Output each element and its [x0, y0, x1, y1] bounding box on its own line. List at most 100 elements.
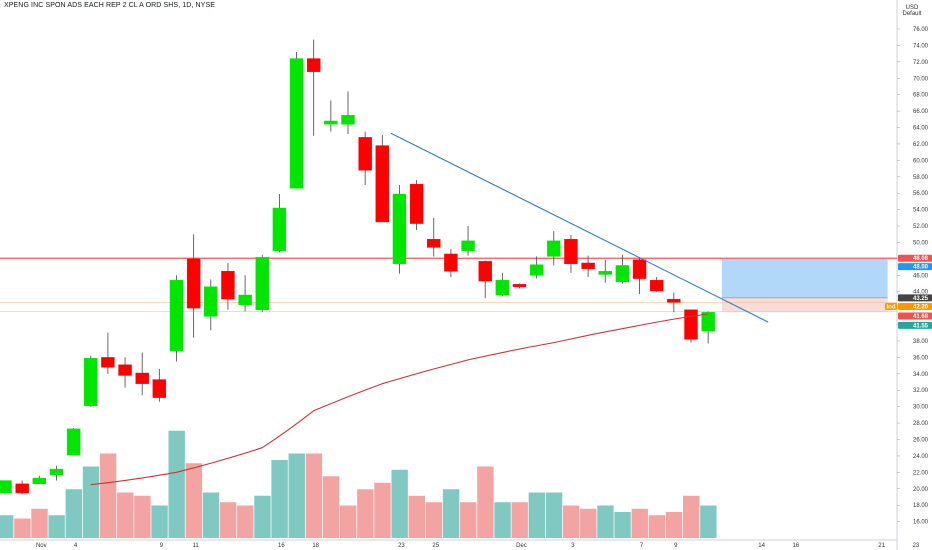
volume-bar [442, 489, 460, 538]
candle-body [495, 280, 510, 296]
price-tick-label: 56.00 [913, 191, 929, 197]
price-tick-label: 24.00 [913, 454, 929, 460]
volume-bar [134, 495, 151, 538]
price-tag-prefix: Ind [887, 304, 896, 310]
price-tag-label: 43.25 [913, 296, 929, 302]
candle-body [512, 284, 527, 287]
volume-bar [219, 502, 237, 538]
currency-label: USD [906, 5, 919, 11]
candle-body [169, 280, 184, 352]
price-tick-label: 32.00 [913, 388, 929, 394]
volume-bar [340, 505, 357, 538]
price-axis-bg [897, 0, 932, 550]
volume-bar [374, 482, 391, 538]
time-tick-label: 21 [878, 543, 885, 549]
price-tick-label: 28.00 [913, 421, 929, 427]
candle-body [341, 115, 355, 125]
candle-body [392, 193, 407, 265]
candle-body [564, 238, 578, 265]
volume-bar [665, 512, 683, 538]
candle-body [118, 364, 132, 376]
price-tick-label: 44.00 [913, 290, 929, 296]
price-tag-bg [898, 254, 932, 262]
price-tick-label: 74.00 [913, 43, 929, 49]
volume-bar [580, 508, 597, 538]
volume-bar [254, 495, 271, 538]
volume-bar [288, 453, 305, 538]
volume-bar [425, 502, 443, 538]
price-tick-label: 30.00 [913, 405, 929, 411]
price-tag: 43.25 [898, 294, 932, 302]
candle-body [0, 480, 12, 494]
candle-body [667, 298, 681, 303]
volume-bar [202, 492, 220, 538]
currency-sub-label: Default [902, 11, 921, 17]
price-tag-bg [898, 321, 932, 329]
chart-title: XPENG INC SPON ADS EACH REP 2 CL A ORD S… [4, 2, 215, 9]
volume-bar [14, 518, 31, 538]
target-zone [721, 258, 888, 298]
volume-bar [700, 505, 717, 538]
volume-bar [494, 502, 511, 538]
volume-bar [528, 492, 546, 538]
time-axis: Nov491116182325Dec3791416212328302021611… [36, 543, 920, 549]
price-tick-label: 36.00 [913, 355, 929, 361]
volume-bar [65, 489, 82, 538]
price-tick-label: 26.00 [913, 438, 929, 444]
time-tick-label: 25 [432, 543, 439, 549]
candle-body [152, 379, 167, 398]
candle-body [15, 483, 29, 494]
candle-body [186, 258, 201, 309]
price-tick-label: 66.00 [913, 109, 929, 115]
volume-bar [562, 505, 580, 538]
price-tag-label: 41.68 [913, 314, 929, 320]
price-tick-label: 50.00 [913, 240, 929, 246]
volume-bar [82, 466, 100, 538]
volume-bar [322, 476, 340, 538]
time-tick-label: Dec [516, 543, 527, 549]
time-tick-label: 16 [793, 543, 800, 549]
time-tick-label: 11 [193, 543, 200, 549]
price-tag: 41.68 [898, 312, 932, 320]
candle-body [135, 372, 149, 384]
candle-body [204, 286, 218, 317]
time-tick-label: 16 [278, 543, 285, 549]
logo-icon [173, 525, 183, 535]
trend-line [390, 132, 769, 323]
time-tick-label: 23 [913, 543, 920, 549]
candle-body [478, 261, 492, 282]
price-tick-label: 60.00 [913, 158, 929, 164]
price-tag-prefix-bg [885, 302, 897, 310]
volume-bar [271, 460, 288, 538]
candle-body [632, 259, 647, 279]
price-tag: 42.20 Ind [885, 302, 932, 310]
price-tick-label: 76.00 [913, 27, 929, 33]
time-tick-label: 4 [74, 543, 78, 549]
volume-bar [597, 505, 614, 538]
volume-bar [168, 430, 185, 538]
price-tick-label: 52.00 [913, 224, 929, 230]
price-tick-label: 22.00 [913, 470, 929, 476]
volume-bar [48, 515, 65, 538]
price-tick-label: 20.00 [913, 487, 929, 493]
price-tick-label: 58.00 [913, 175, 929, 181]
volume-series [0, 430, 717, 538]
volume-bar [648, 515, 666, 538]
price-tag-label: 42.20 [913, 304, 929, 310]
candle-body [701, 312, 715, 332]
price-tag-label: 41.55 [913, 323, 929, 329]
volume-bar [408, 495, 425, 538]
candle-body [101, 357, 115, 368]
price-tag-bg [898, 302, 932, 310]
volume-bar [357, 489, 374, 538]
candle-body [84, 358, 98, 407]
candle-body [615, 265, 630, 283]
volume-bar [31, 508, 48, 538]
price-tag-bg [898, 294, 932, 302]
price-tick-label: 54.00 [913, 208, 929, 214]
candle-body [444, 253, 458, 272]
volume-bar [391, 469, 408, 538]
candle-body [32, 477, 46, 485]
volume-bar [0, 515, 14, 538]
